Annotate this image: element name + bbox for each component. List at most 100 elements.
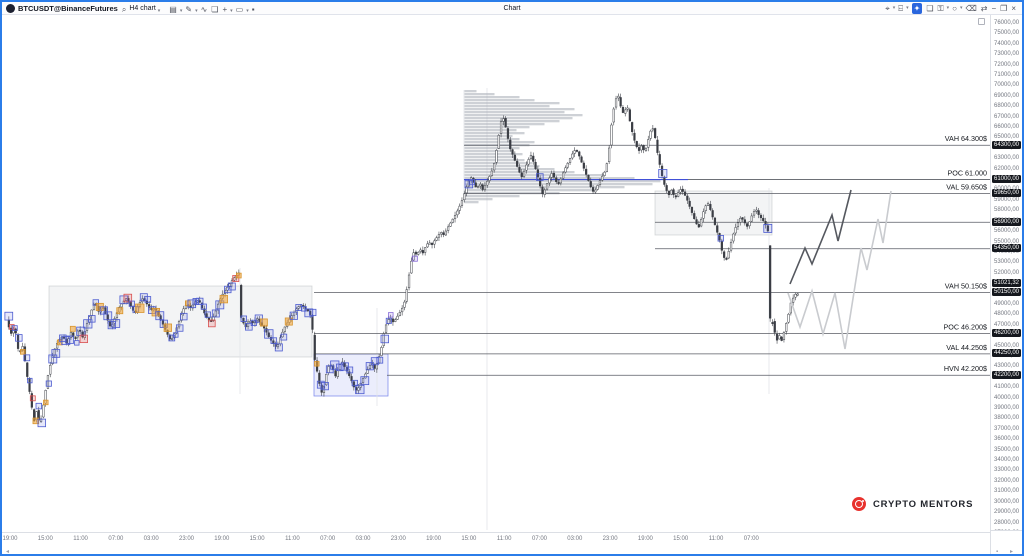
indicators-icon[interactable]: ∿	[200, 5, 208, 14]
crosshair-dropdown[interactable]: ▾	[892, 4, 896, 11]
scroll-left-icon[interactable]: ◂	[6, 549, 10, 555]
trade-marker-m[interactable]	[411, 255, 418, 262]
trade-marker-b[interactable]	[224, 285, 232, 294]
trade-marker-o[interactable]	[259, 318, 268, 327]
trade-marker-o[interactable]	[314, 361, 320, 367]
maximize-pane-button[interactable]	[978, 18, 985, 25]
trade-marker-b[interactable]	[204, 311, 211, 318]
compare-add-icon[interactable]: +	[222, 5, 228, 14]
trade-marker-b[interactable]	[320, 382, 329, 391]
symbol-name[interactable]: BTCUSDT@BinanceFutures	[18, 3, 118, 13]
trade-marker-b[interactable]	[27, 377, 33, 384]
trade-marker-b[interactable]	[468, 179, 475, 186]
trade-marker-b[interactable]	[264, 329, 274, 339]
hide-dropdown[interactable]: ▾	[959, 4, 963, 11]
trade-marker-b[interactable]	[111, 319, 121, 328]
trade-marker-b[interactable]	[295, 304, 303, 311]
trade-marker-o[interactable]	[32, 417, 40, 425]
trade-marker-b[interactable]	[92, 299, 99, 306]
trade-marker-r[interactable]	[9, 324, 15, 330]
trade-marker-b[interactable]	[330, 360, 340, 370]
interval-selector[interactable]: H4 chart	[129, 4, 156, 12]
hide-drawings-icon[interactable]: ○	[952, 3, 957, 13]
trade-marker-o[interactable]	[69, 325, 76, 332]
trade-marker-b[interactable]	[717, 235, 725, 242]
trade-marker-b[interactable]	[45, 380, 52, 387]
trade-marker-b[interactable]	[51, 349, 61, 358]
magnet-icon[interactable]: ⍇	[898, 3, 904, 13]
trade-marker-b[interactable]	[270, 337, 278, 344]
fullscreen-icon[interactable]: ▪	[251, 5, 255, 14]
trade-marker-b[interactable]	[245, 322, 253, 331]
trade-marker-b[interactable]	[144, 296, 152, 303]
trade-marker-b[interactable]	[139, 293, 148, 302]
trade-marker-b[interactable]	[168, 334, 176, 342]
trade-marker-o[interactable]	[116, 307, 124, 315]
trade-marker-b[interactable]	[35, 402, 42, 410]
trade-marker-b[interactable]	[128, 300, 135, 307]
chart-canvas[interactable]: VAH 64.300$ POC 61.000 VAL 59.650$ VAH 50.1…	[2, 2, 992, 534]
trade-marker-o[interactable]	[219, 294, 228, 304]
trade-marker-b[interactable]	[88, 315, 96, 323]
remove-drawings-icon[interactable]: ⌫	[965, 3, 977, 13]
trade-marker-r[interactable]	[208, 319, 216, 328]
dock-icon[interactable]: ⇄	[980, 3, 988, 13]
magnet-dropdown[interactable]: ▾	[906, 4, 909, 11]
close-icon[interactable]: ×	[1011, 3, 1016, 13]
chart-type-icon[interactable]: ▤	[169, 5, 177, 14]
trade-marker-b[interactable]	[763, 223, 773, 233]
trade-marker-b[interactable]	[180, 312, 188, 321]
trade-marker-b[interactable]	[173, 332, 179, 338]
trade-marker-o[interactable]	[43, 399, 49, 406]
trade-marker-b[interactable]	[11, 325, 18, 332]
draw-dropdown[interactable]: ▾	[195, 8, 198, 14]
copy-icon[interactable]: ❏	[926, 3, 934, 13]
draw-icon[interactable]: ✎	[185, 5, 193, 14]
trade-marker-b[interactable]	[200, 303, 207, 310]
trade-marker-b[interactable]	[155, 311, 165, 321]
trade-marker-b[interactable]	[192, 298, 199, 305]
drawing-mode-icon[interactable]: ✦	[911, 2, 923, 14]
trade-marker-o[interactable]	[284, 317, 293, 326]
trade-marker-r[interactable]	[29, 395, 36, 402]
trade-marker-b[interactable]	[4, 311, 14, 321]
trade-marker-b[interactable]	[380, 334, 390, 344]
trade-marker-b[interactable]	[227, 282, 236, 291]
trade-marker-b[interactable]	[250, 319, 257, 326]
trade-marker-b[interactable]	[240, 315, 248, 322]
chart-type-dropdown[interactable]: ▾	[179, 8, 183, 14]
trade-marker-b[interactable]	[304, 308, 314, 318]
trade-marker-b[interactable]	[536, 173, 544, 181]
duplicate-icon[interactable]: ❐	[1000, 3, 1008, 13]
trade-marker-b[interactable]	[385, 317, 392, 324]
range-box-gray[interactable]	[48, 285, 313, 358]
trade-marker-r[interactable]	[79, 334, 88, 344]
trade-marker-b[interactable]	[176, 324, 184, 332]
trade-marker-b[interactable]	[274, 343, 283, 352]
trade-marker-b[interactable]	[103, 311, 113, 321]
trade-marker-b[interactable]	[360, 376, 370, 386]
add-dropdown[interactable]: ▾	[230, 8, 233, 14]
trade-marker-b[interactable]	[23, 354, 31, 362]
trade-marker-b[interactable]	[83, 319, 93, 329]
trade-marker-b[interactable]	[340, 362, 349, 371]
trade-marker-b[interactable]	[48, 354, 58, 364]
trade-marker-b[interactable]	[65, 335, 74, 344]
lock-dropdown[interactable]: ▾	[946, 4, 950, 11]
trade-marker-b[interactable]	[376, 356, 384, 364]
trade-marker-b[interactable]	[346, 366, 354, 374]
trade-marker-b[interactable]	[15, 334, 23, 342]
minimize-icon[interactable]: −	[991, 3, 997, 13]
trade-marker-b[interactable]	[309, 308, 317, 317]
trade-marker-o[interactable]	[236, 272, 242, 279]
trade-marker-o[interactable]	[163, 323, 172, 332]
trade-marker-b[interactable]	[336, 363, 344, 372]
trade-marker-b[interactable]	[289, 311, 298, 320]
trade-marker-b[interactable]	[196, 297, 204, 305]
time-axis[interactable]: 19:00 15:00 11:00 07:00 03:00 23:00 19:00 15:00…	[2, 532, 990, 547]
trade-marker-b[interactable]	[355, 384, 365, 395]
interval-dropdown[interactable]: ▾	[157, 8, 161, 14]
trade-marker-b[interactable]	[365, 362, 374, 371]
crosshair-icon[interactable]: ⌖	[885, 3, 890, 13]
trade-marker-b[interactable]	[37, 418, 47, 428]
